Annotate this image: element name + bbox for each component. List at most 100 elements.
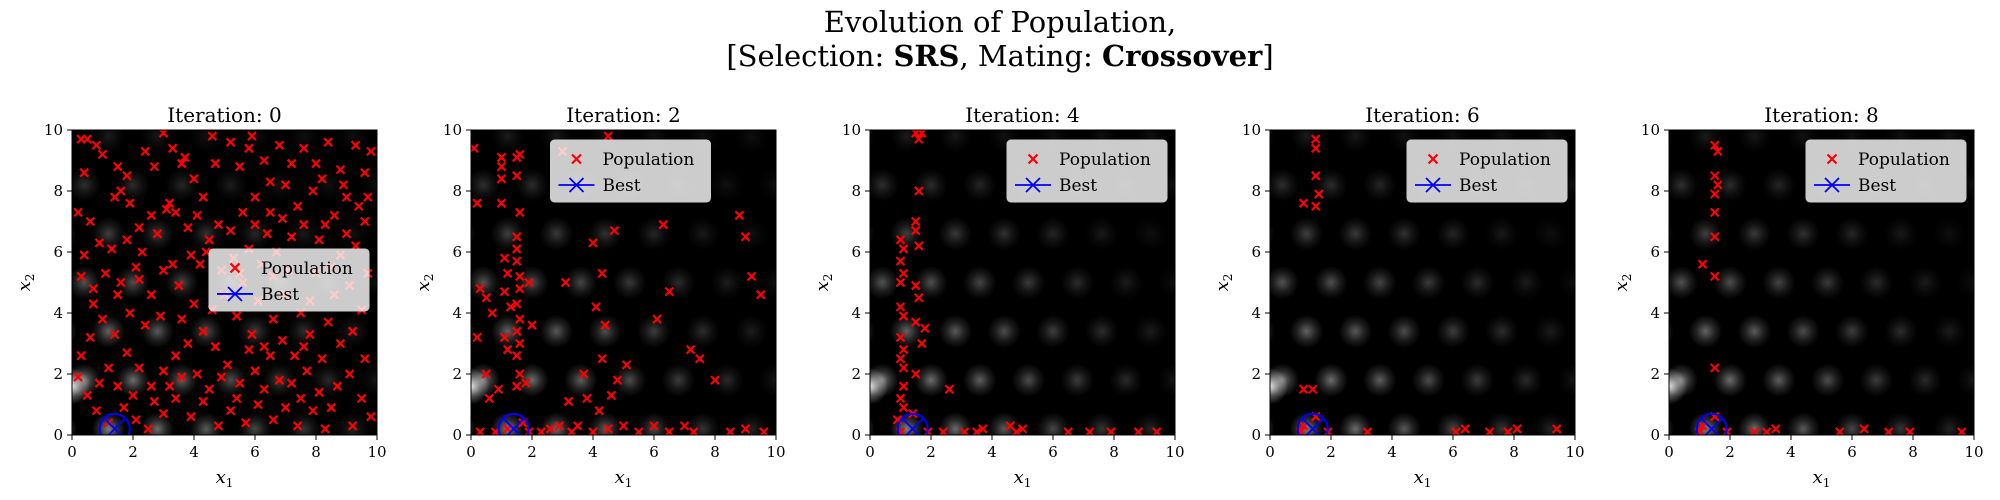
y-tick-label: 2 [452, 365, 462, 383]
landscape-blob [710, 265, 744, 300]
best-point [502, 417, 526, 435]
population-point [658, 219, 668, 230]
population-point [1709, 231, 1720, 242]
landscape-blob [165, 363, 199, 397]
landscape-peak [870, 367, 889, 405]
population-point [216, 372, 227, 382]
population-point [563, 396, 574, 407]
best-circle [497, 412, 530, 435]
population-point [341, 192, 352, 202]
landscape-blob [637, 314, 671, 349]
population-point [265, 207, 276, 218]
population-point [225, 225, 236, 236]
population-point [898, 381, 909, 391]
landscape-blob [1884, 216, 1918, 251]
x-tick-label: 10 [1565, 443, 1584, 461]
population-point [125, 198, 135, 208]
population-point [914, 241, 924, 251]
landscape-blob [637, 412, 671, 435]
x-tick-label: 8 [1109, 443, 1119, 461]
population-point [353, 201, 364, 212]
legend-box [550, 139, 711, 203]
landscape-blob [1762, 168, 1796, 202]
population-point [140, 146, 150, 157]
landscape-blob [1460, 265, 1495, 300]
population-point [320, 219, 330, 230]
population-point [225, 405, 236, 416]
landscape-blob [72, 417, 77, 435]
landscape-blob [914, 265, 948, 300]
population-point [493, 384, 504, 395]
y-axis-label: x2 [1212, 274, 1235, 292]
population-point [710, 375, 720, 385]
y-tick-label: 4 [1650, 304, 1660, 322]
y-tick-label: 0 [1251, 426, 1261, 444]
population-point [225, 137, 236, 147]
population-point [262, 228, 272, 239]
population-point [250, 219, 260, 230]
population-point [116, 277, 126, 288]
population-point [286, 231, 297, 242]
chart-panel-1: 0 2 4 6 8 10 0 2 4 6 8 10 Iteration: 2 x1 x2 Population… [413, 103, 786, 490]
title-mid: , Mating: [959, 39, 1103, 73]
population-point [360, 353, 370, 364]
y-tick-label: 10 [1641, 121, 1660, 139]
y-tick-label: 4 [851, 304, 861, 322]
landscape-blob [515, 265, 549, 300]
plot-area [72, 130, 377, 435]
landscape-blob [1363, 168, 1397, 202]
population-point [302, 366, 312, 376]
landscape-blob [1270, 222, 1275, 246]
population-point [1460, 424, 1470, 434]
population-point [286, 158, 297, 169]
population-point [734, 210, 745, 221]
landscape-blob [91, 130, 126, 153]
landscape-blob [539, 314, 574, 349]
landscape-blob [471, 417, 476, 435]
population-point [603, 424, 614, 434]
landscape-blob [963, 265, 997, 300]
landscape-blob [1509, 363, 1543, 397]
population-point [612, 375, 623, 385]
y-tick-label: 6 [1650, 243, 1660, 261]
population-point [173, 280, 184, 291]
population-point [274, 140, 285, 151]
landscape-blob [914, 363, 948, 397]
landscape-blob [1460, 363, 1495, 397]
landscape-blob [140, 412, 175, 435]
population-point [204, 384, 215, 395]
landscape-blob [1835, 314, 1869, 349]
population-point [259, 384, 269, 395]
population-point [106, 244, 117, 254]
population-point [914, 292, 924, 303]
landscape-blob [287, 314, 321, 349]
population-point [198, 192, 208, 202]
y-tick-label: 8 [1251, 182, 1261, 200]
population-point [158, 265, 169, 276]
landscape-blob [1036, 412, 1070, 435]
population-point [582, 393, 592, 404]
legend-best-label: Best [603, 176, 641, 196]
population-point [134, 363, 144, 373]
population-point [295, 393, 306, 404]
population-point [82, 134, 93, 144]
y-tick-label: 10 [1242, 121, 1261, 139]
population-point [119, 402, 129, 413]
population-point [259, 341, 269, 352]
population-point [277, 335, 288, 346]
landscape-blob [1762, 265, 1796, 300]
landscape-blob [311, 363, 345, 397]
best-circle [98, 412, 131, 435]
chart-panel-4: 0 2 4 6 8 10 0 2 4 6 8 10 Iteration: 8 x1 x2 Population… [1611, 103, 1984, 490]
population-point [167, 143, 178, 154]
landscape-blob [72, 222, 77, 246]
y-tick-label: 2 [53, 365, 63, 383]
landscape-blob [1289, 216, 1324, 251]
population-point [366, 411, 376, 422]
landscape-blob [1270, 130, 1275, 148]
population-point [195, 259, 205, 269]
population-point [177, 158, 187, 169]
population-point [244, 143, 254, 154]
population-point [554, 421, 565, 431]
population-point [920, 323, 930, 334]
